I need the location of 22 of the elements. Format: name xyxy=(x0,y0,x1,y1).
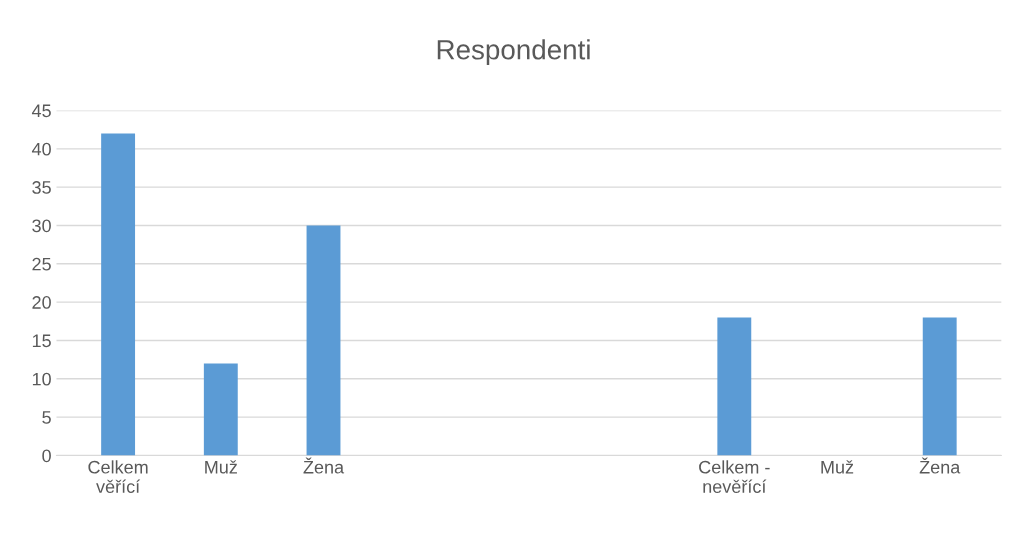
x-tick-label: Celkem věřící xyxy=(88,460,148,494)
bar xyxy=(717,317,752,456)
x-tick-label: Celkem - nevěřící xyxy=(699,460,770,494)
y-tick-label: 5 xyxy=(42,411,51,424)
x-tick-label: Žena xyxy=(303,457,345,474)
y-tick-label: 40 xyxy=(31,142,51,156)
x-tick-label: Muž xyxy=(821,460,854,474)
y-tick-label: 45 xyxy=(31,104,51,118)
bar xyxy=(203,363,238,456)
y-tick-label: 20 xyxy=(32,296,51,309)
y-tick-label: 0 xyxy=(42,449,51,463)
x-tick-label: Muž xyxy=(205,460,237,474)
y-tick-label: 15 xyxy=(32,334,51,348)
y-tick-label: 35 xyxy=(32,181,51,194)
y-tick-label: 25 xyxy=(32,257,51,271)
bar xyxy=(922,317,957,456)
y-tick-label: 10 xyxy=(32,372,51,386)
chart-title: Respondenti xyxy=(437,39,590,66)
bar xyxy=(101,133,136,456)
x-tick-label: Žena xyxy=(919,457,961,474)
bar xyxy=(306,225,341,456)
y-tick-label: 30 xyxy=(32,219,51,233)
